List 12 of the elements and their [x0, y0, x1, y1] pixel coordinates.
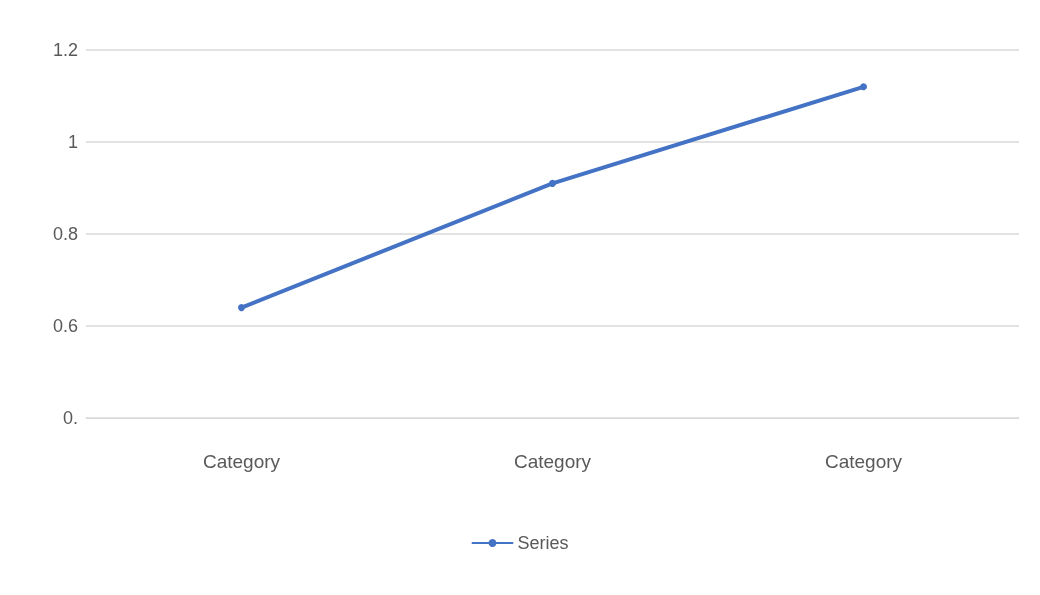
y-tick-label: 0.6: [52, 316, 78, 336]
legend-label: Series: [517, 533, 569, 553]
point: [860, 83, 867, 91]
y-tick-label: 0.8: [52, 224, 78, 244]
point: [549, 179, 556, 187]
y-tick-label: 1.2: [52, 40, 78, 60]
x-tick-label: Category: [202, 451, 281, 472]
y-tick-label: 1: [67, 132, 78, 152]
x-tick-label: Category: [513, 451, 592, 472]
point: [238, 304, 245, 312]
x-tick-label: Category: [824, 451, 903, 472]
y-tick-label: 0.: [62, 408, 78, 428]
